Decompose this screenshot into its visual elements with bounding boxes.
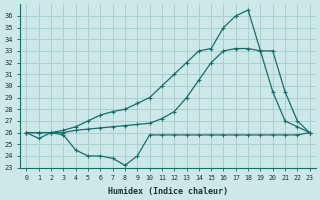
X-axis label: Humidex (Indice chaleur): Humidex (Indice chaleur) bbox=[108, 187, 228, 196]
